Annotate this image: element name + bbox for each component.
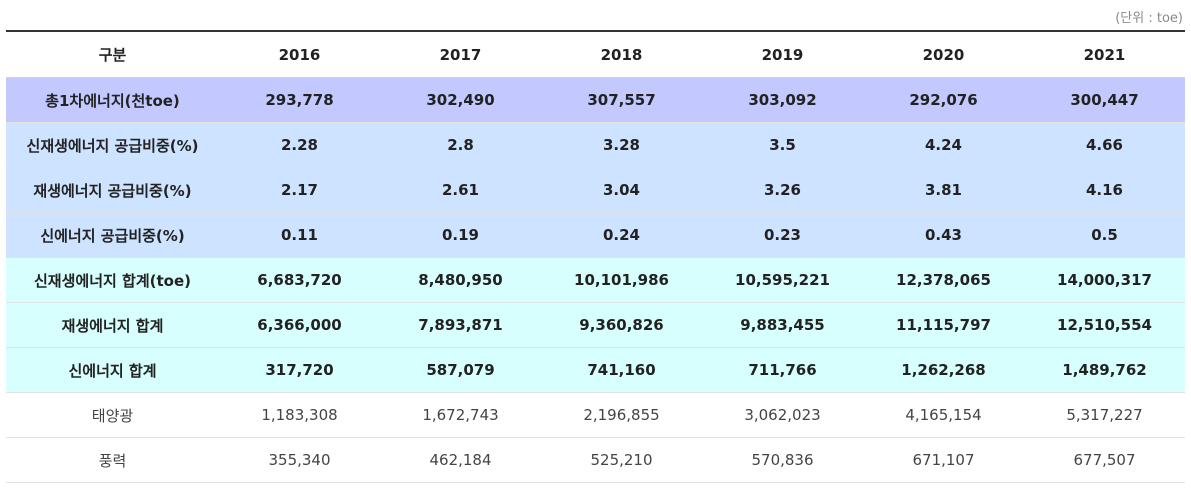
table-cell: 12,510,554 bbox=[1024, 302, 1185, 348]
row-label: 재생에너지 합계 bbox=[6, 302, 219, 348]
table-cell: 8,480,950 bbox=[380, 257, 541, 303]
table-cell: 3.28 bbox=[541, 122, 702, 168]
table-cell: 9,883,455 bbox=[702, 302, 863, 348]
table-cell: 711,766 bbox=[702, 347, 863, 393]
table-row-solar: 태양광 1,183,308 1,672,743 2,196,855 3,062,… bbox=[6, 392, 1185, 438]
row-label: 신에너지 공급비중(%) bbox=[6, 212, 219, 258]
header-year: 2020 bbox=[863, 31, 1024, 78]
header-category: 구분 bbox=[6, 31, 219, 78]
table-cell: 587,079 bbox=[380, 347, 541, 393]
table-cell: 525,210 bbox=[541, 437, 702, 483]
table-cell: 1,183,308 bbox=[219, 392, 380, 438]
table-row-renewable-only-share: 재생에너지 공급비중(%) 2.17 2.61 3.04 3.26 3.81 4… bbox=[6, 167, 1185, 213]
header-year: 2018 bbox=[541, 31, 702, 78]
table-row-wind: 풍력 355,340 462,184 525,210 570,836 671,1… bbox=[6, 437, 1185, 483]
table-row-renewable-only-total: 재생에너지 합계 6,366,000 7,893,871 9,360,826 9… bbox=[6, 302, 1185, 348]
table-row-renewable-share: 신재생에너지 공급비중(%) 2.28 2.8 3.28 3.5 4.24 4.… bbox=[6, 122, 1185, 168]
row-label: 신재생에너지 공급비중(%) bbox=[6, 122, 219, 168]
table-cell: 570,836 bbox=[702, 437, 863, 483]
table-cell: 2.61 bbox=[380, 167, 541, 213]
table-cell: 7,893,871 bbox=[380, 302, 541, 348]
table-cell: 4,165,154 bbox=[863, 392, 1024, 438]
table-cell: 0.43 bbox=[863, 212, 1024, 258]
table-cell: 3.04 bbox=[541, 167, 702, 213]
table-cell: 293,778 bbox=[219, 77, 380, 123]
table-cell: 2.28 bbox=[219, 122, 380, 168]
table-cell: 5,317,227 bbox=[1024, 392, 1185, 438]
table-cell: 1,262,268 bbox=[863, 347, 1024, 393]
table-row-primary-energy: 총1차에너지(천toe) 293,778 302,490 307,557 303… bbox=[6, 77, 1185, 123]
row-label: 재생에너지 공급비중(%) bbox=[6, 167, 219, 213]
table-cell: 307,557 bbox=[541, 77, 702, 123]
header-year: 2021 bbox=[1024, 31, 1185, 78]
table-cell: 741,160 bbox=[541, 347, 702, 393]
table-cell: 9,360,826 bbox=[541, 302, 702, 348]
table-cell: 3.5 bbox=[702, 122, 863, 168]
table-row-new-energy-total: 신에너지 합계 317,720 587,079 741,160 711,766 … bbox=[6, 347, 1185, 393]
table-cell: 1,489,762 bbox=[1024, 347, 1185, 393]
table-row-renewable-total: 신재생에너지 합계(toe) 6,683,720 8,480,950 10,10… bbox=[6, 257, 1185, 303]
table-cell: 12,378,065 bbox=[863, 257, 1024, 303]
table-cell: 302,490 bbox=[380, 77, 541, 123]
table-cell: 462,184 bbox=[380, 437, 541, 483]
table-cell: 14,000,317 bbox=[1024, 257, 1185, 303]
table-cell: 292,076 bbox=[863, 77, 1024, 123]
table-cell: 11,115,797 bbox=[863, 302, 1024, 348]
table-cell: 10,101,986 bbox=[541, 257, 702, 303]
table-cell: 4.66 bbox=[1024, 122, 1185, 168]
table-cell: 317,720 bbox=[219, 347, 380, 393]
row-label: 풍력 bbox=[6, 437, 219, 483]
row-label: 총1차에너지(천toe) bbox=[6, 77, 219, 123]
table-cell: 2,196,855 bbox=[541, 392, 702, 438]
row-label: 신재생에너지 합계(toe) bbox=[6, 257, 219, 303]
row-label: 신에너지 합계 bbox=[6, 347, 219, 393]
row-label: 태양광 bbox=[6, 392, 219, 438]
table-cell: 355,340 bbox=[219, 437, 380, 483]
table-cell: 1,672,743 bbox=[380, 392, 541, 438]
unit-note: (단위 : toe) bbox=[1115, 11, 1183, 26]
table-cell: 3,062,023 bbox=[702, 392, 863, 438]
table-cell: 2.17 bbox=[219, 167, 380, 213]
table-row-new-energy-share: 신에너지 공급비중(%) 0.11 0.19 0.24 0.23 0.43 0.… bbox=[6, 212, 1185, 258]
table-cell: 6,683,720 bbox=[219, 257, 380, 303]
header-year: 2017 bbox=[380, 31, 541, 78]
table-cell: 671,107 bbox=[863, 437, 1024, 483]
table-cell: 0.5 bbox=[1024, 212, 1185, 258]
table-cell: 0.11 bbox=[219, 212, 380, 258]
table-cell: 10,595,221 bbox=[702, 257, 863, 303]
table-header-row: 구분 2016 2017 2018 2019 2020 2021 bbox=[6, 31, 1185, 78]
table-cell: 303,092 bbox=[702, 77, 863, 123]
header-year: 2019 bbox=[702, 31, 863, 78]
table-cell: 4.16 bbox=[1024, 167, 1185, 213]
table-cell: 677,507 bbox=[1024, 437, 1185, 483]
table-cell: 0.24 bbox=[541, 212, 702, 258]
table-cell: 4.24 bbox=[863, 122, 1024, 168]
table-cell: 0.19 bbox=[380, 212, 541, 258]
header-year: 2016 bbox=[219, 31, 380, 78]
table-cell: 2.8 bbox=[380, 122, 541, 168]
table-cell: 3.81 bbox=[863, 167, 1024, 213]
table-cell: 6,366,000 bbox=[219, 302, 380, 348]
table-cell: 3.26 bbox=[702, 167, 863, 213]
table-cell: 0.23 bbox=[702, 212, 863, 258]
table-cell: 300,447 bbox=[1024, 77, 1185, 123]
energy-data-table: 구분 2016 2017 2018 2019 2020 2021 총1차에너지(… bbox=[6, 30, 1185, 483]
